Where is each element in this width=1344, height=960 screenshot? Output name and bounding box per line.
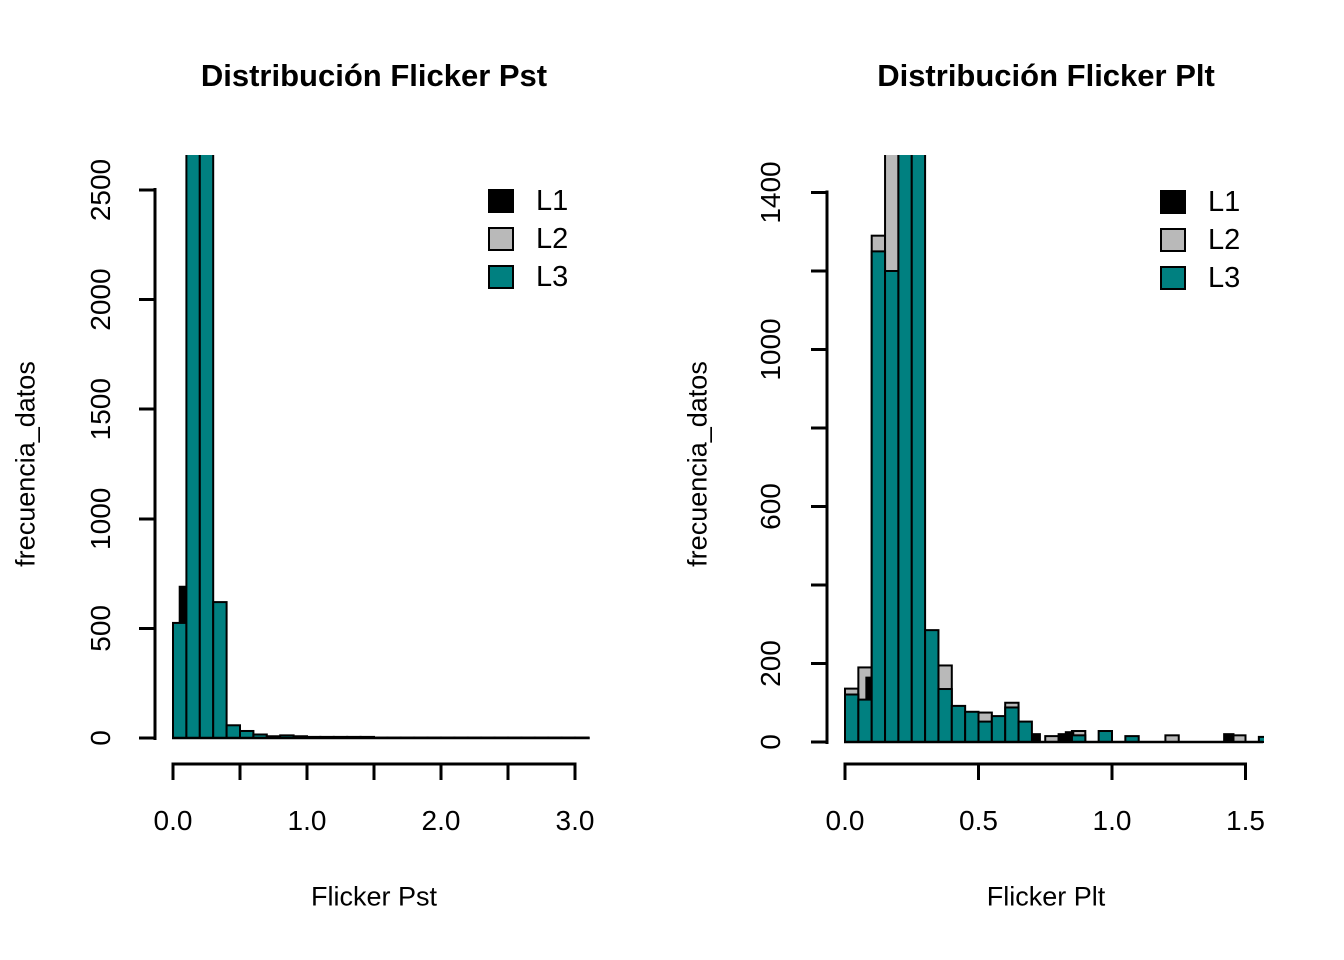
y-tick-label: 0 — [85, 730, 116, 746]
x-axis-label-pst: Flicker Pst — [310, 881, 438, 912]
histogram-bar-L3 — [844, 693, 860, 744]
legend-row: L1 — [1160, 183, 1240, 221]
bars-plt — [844, 155, 1264, 744]
x-tick-label: 1.0 — [288, 805, 327, 836]
chart-title-plt: Distribución Flicker Plt — [877, 58, 1215, 93]
x-tick-label: 1.0 — [1093, 805, 1132, 836]
histogram-bar-L3 — [1004, 706, 1020, 744]
y-tick-label: 1000 — [85, 488, 116, 550]
legend-plt: L1 L2 L3 — [1160, 183, 1240, 297]
legend-swatch-l3 — [1160, 266, 1186, 290]
legend-label-l3: L3 — [1208, 261, 1241, 294]
histogram-bar-L3 — [1017, 720, 1033, 744]
bars-pst — [172, 155, 590, 740]
y-tick-label: 1400 — [755, 161, 786, 223]
y-axis-label-plt: frecuencia_datos — [682, 361, 713, 567]
legend-row: L2 — [1160, 221, 1240, 259]
histogram-bar-L3 — [964, 710, 980, 744]
histogram-bar-L3 — [924, 629, 940, 744]
histogram-bar-L3 — [870, 250, 887, 743]
x-tick-label: 3.0 — [556, 805, 595, 836]
histogram-bar-L3 — [977, 720, 993, 744]
legend-row: L1 — [488, 182, 568, 220]
histogram-bar-L3 — [212, 601, 228, 740]
chart-pst: 0 500 1000 1500 2000 2500 0.0 1.0 2.0 3.0 — [85, 155, 595, 836]
legend-swatch-l1 — [488, 189, 514, 213]
histogram-bar-L3 — [857, 698, 873, 743]
legend-label-l2: L2 — [1208, 223, 1241, 256]
x-tick-label: 0.0 — [826, 805, 865, 836]
histogram-bar-L3 — [185, 155, 201, 740]
histogram-bar-L3 — [990, 715, 1007, 743]
histogram-bar-L3 — [1257, 735, 1264, 744]
x-tick-label: 1.5 — [1226, 805, 1265, 836]
legend-row: L3 — [488, 258, 568, 296]
legend-row: L2 — [488, 220, 568, 258]
y-tick-label: 600 — [755, 483, 786, 530]
histogram-bar-L3 — [172, 621, 188, 739]
legend-label-l1: L1 — [1208, 185, 1241, 218]
x-axis-label-plt: Flicker Plt — [986, 881, 1106, 912]
y-tick-label: 0 — [755, 734, 786, 750]
y-tick-label: 1000 — [755, 318, 786, 380]
histogram-bar-L3 — [198, 155, 215, 740]
legend-swatch-l2 — [488, 227, 514, 251]
y-tick-label: 200 — [755, 640, 786, 687]
legend-swatch-l2 — [1160, 228, 1186, 252]
legend-row: L3 — [1160, 259, 1240, 297]
y-tick-label: 2500 — [85, 159, 116, 221]
y-tick-label: 1500 — [85, 378, 116, 440]
legend-swatch-l1 — [1160, 190, 1186, 214]
histogram-bar-L3 — [950, 704, 967, 744]
histogram-bar-L3 — [1097, 730, 1114, 744]
histogram-bar-L3 — [884, 270, 900, 743]
chart-title-pst: Distribución Flicker Pst — [200, 58, 548, 93]
legend-label-l1: L1 — [536, 184, 569, 217]
histogram-bar-L3 — [910, 155, 927, 743]
legend-swatch-l3 — [488, 265, 514, 289]
chart-plt: 0 200 600 1000 1400 0.0 0.5 1.0 1.5 — [755, 155, 1265, 836]
histogram-bar-L3 — [897, 155, 913, 743]
histogram-bar-L3 — [225, 724, 242, 739]
x-tick-label: 0.0 — [154, 805, 193, 836]
y-tick-label: 500 — [85, 605, 116, 652]
legend-label-l3: L3 — [536, 260, 569, 293]
legend-pst: L1 L2 L3 — [488, 182, 568, 296]
y-axis-label-pst: frecuencia_datos — [10, 361, 41, 567]
y-tick-label: 2000 — [85, 268, 116, 330]
x-tick-label: 0.5 — [959, 805, 998, 836]
legend-label-l2: L2 — [536, 222, 569, 255]
x-tick-label: 2.0 — [422, 805, 461, 836]
histogram-bar-L3 — [937, 688, 953, 744]
